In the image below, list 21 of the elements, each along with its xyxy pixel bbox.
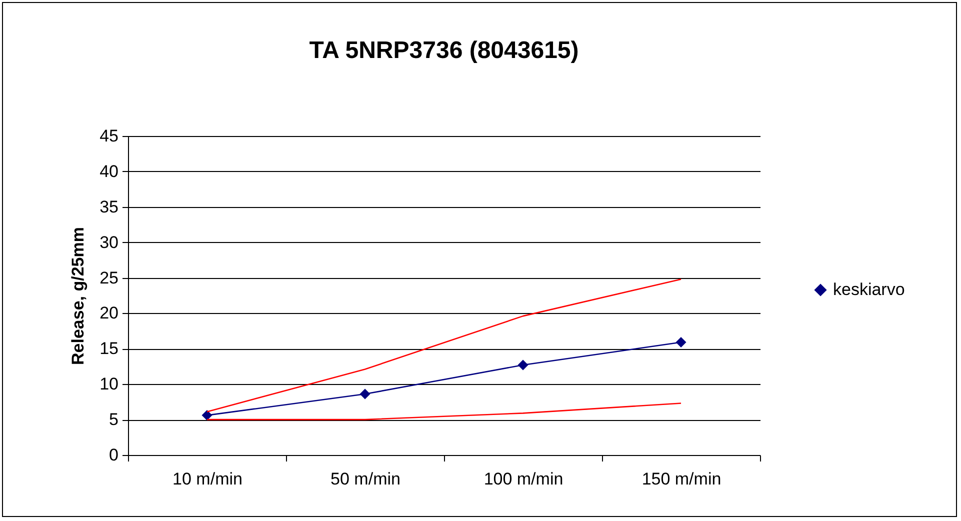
y-tick-label: 35 [100, 197, 118, 216]
point [360, 388, 370, 400]
y-tick-label: 30 [100, 232, 118, 252]
point [518, 360, 528, 370]
y-tick-label: 10 [100, 374, 118, 394]
y-tick-label: 40 [100, 162, 118, 181]
point [676, 337, 686, 348]
y-tick-label: 5 [109, 410, 118, 430]
y-tick-label: 15 [100, 339, 118, 358]
x-tick-label: 150 m/min [642, 470, 722, 488]
point [202, 410, 212, 421]
y-axis-title: Release, g/25mm [68, 227, 88, 365]
chart-title: TA 5NRP3736 (8043615) [309, 37, 579, 64]
y-tick-label: 45 [100, 126, 118, 146]
x-tick-label: 50 m/min [330, 470, 400, 488]
legend-label: keskiarvo [833, 280, 905, 299]
y-tick-label: 20 [100, 304, 118, 323]
y-tick-label: 0 [109, 446, 118, 464]
x-tick-label: 10 m/min [172, 470, 242, 488]
x-tick-label: 100 m/min [484, 470, 564, 488]
y-tick-label: 25 [100, 268, 118, 288]
